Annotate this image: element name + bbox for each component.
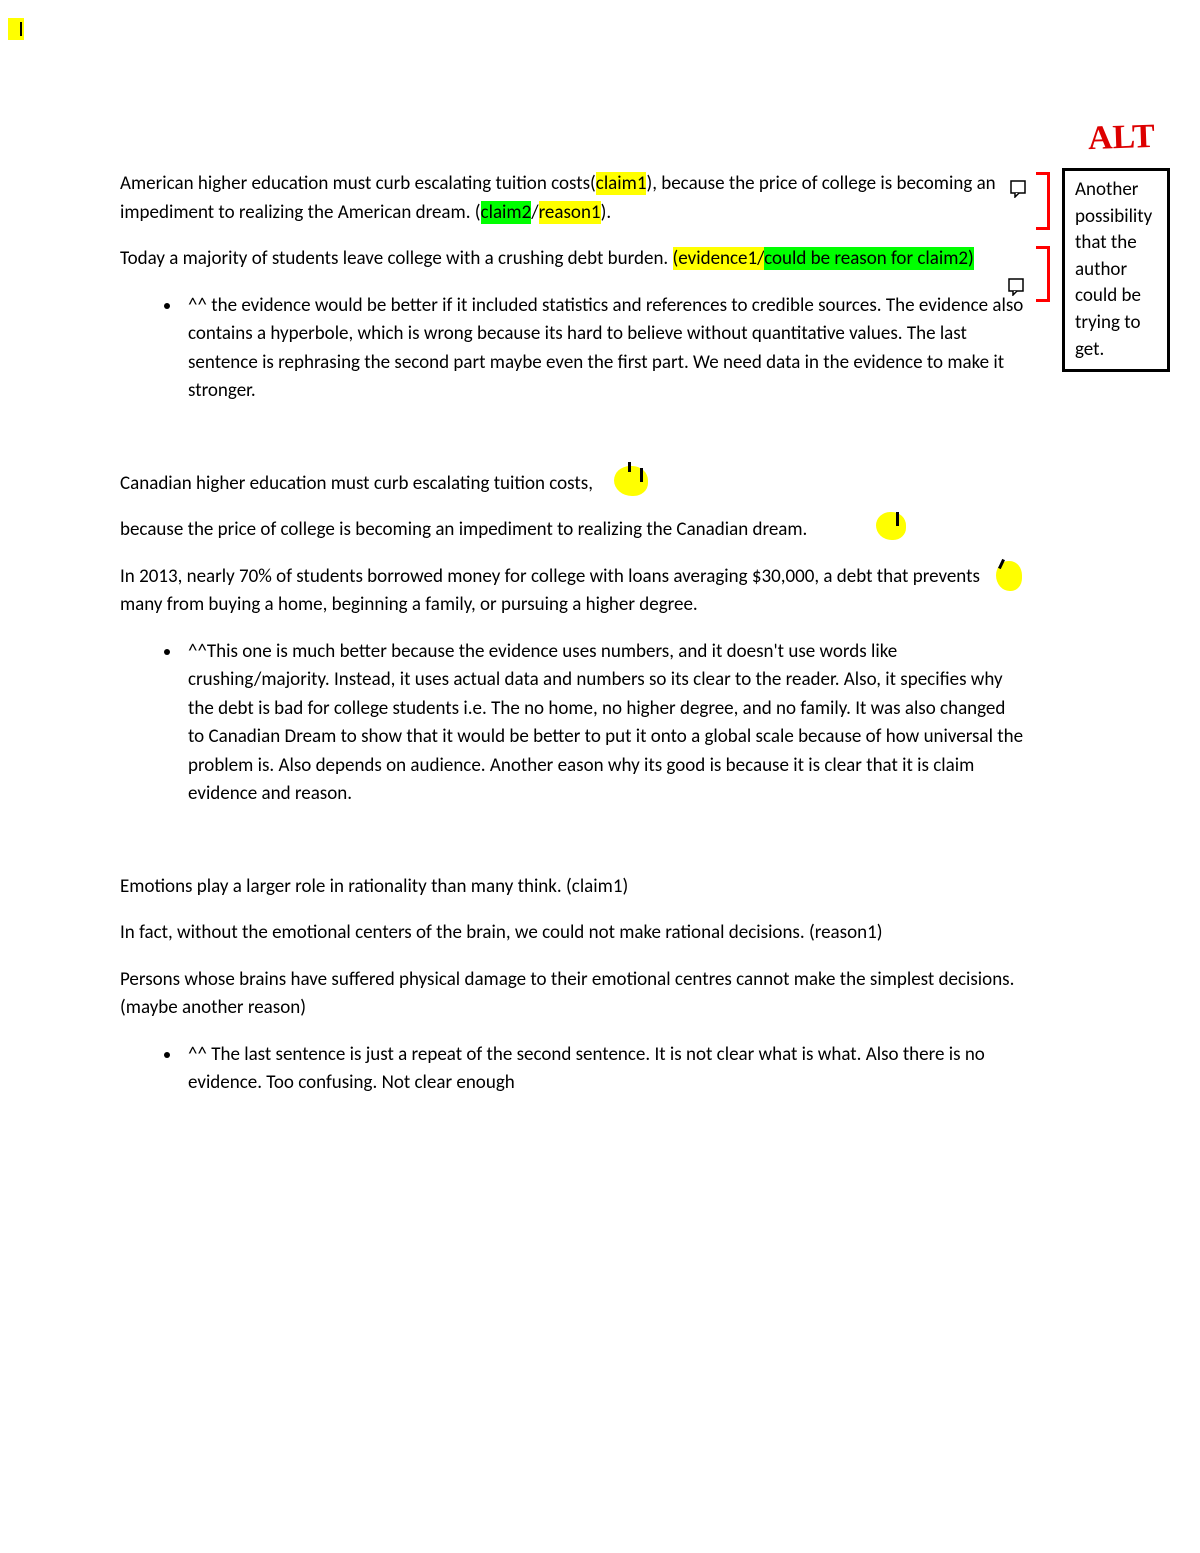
- p2-text-1: Today a majority of students leave colle…: [120, 247, 673, 270]
- paragraph-5: In 2013, nearly 70% of students borrowed…: [120, 563, 1025, 620]
- bullet-3: ^^ The last sentence is just a repeat of…: [182, 1041, 1025, 1098]
- p1-claim1-highlight: claim1: [596, 172, 647, 195]
- bullet-list-3: ^^ The last sentence is just a repeat of…: [120, 1041, 1025, 1098]
- p1-reason1-highlight: reason1: [539, 201, 601, 224]
- paragraph-3: Canadian higher education must curb esca…: [120, 470, 1025, 499]
- document-body: American higher education must curb esca…: [120, 170, 1025, 1128]
- bullet-list-1: ^^ the evidence would be better if it in…: [120, 292, 1025, 406]
- paragraph-6: Emotions play a larger role in rationali…: [120, 873, 1025, 902]
- paragraph-2: Today a majority of students leave colle…: [120, 245, 1025, 274]
- paragraph-1: American higher education must curb esca…: [120, 170, 1025, 227]
- corner-highlight-mark: [8, 18, 24, 40]
- paragraph-7: In fact, without the emotional centers o…: [120, 919, 1025, 948]
- alt-handwritten-label: ALT: [1087, 111, 1156, 164]
- alt-comment-box: Another possibility that the author coul…: [1062, 168, 1170, 372]
- red-bracket-para1: [1036, 172, 1050, 230]
- bullet-list-2: ^^This one is much better because the ev…: [120, 638, 1025, 809]
- bullet-1: ^^ the evidence would be better if it in…: [182, 292, 1025, 406]
- paragraph-8: Persons whose brains have suffered physi…: [120, 966, 1025, 1023]
- yellow-annotation-blob-3: [996, 561, 1022, 591]
- red-bracket-para2: [1036, 246, 1050, 302]
- p2-close: ): [968, 247, 974, 270]
- p1-sep: /: [531, 201, 538, 224]
- p1-text-1: American higher education must curb esca…: [120, 172, 596, 195]
- p2-reason-claim2-highlight: could be reason for claim2: [764, 247, 968, 270]
- alt-box-text: Another possibility that the author coul…: [1075, 178, 1152, 361]
- p1-text-3: ).: [601, 201, 612, 224]
- yellow-annotation-blob-1: [614, 466, 648, 496]
- bullet-2: ^^This one is much better because the ev…: [182, 638, 1025, 809]
- p1-claim2-highlight: claim2: [481, 201, 532, 224]
- yellow-annotation-blob-2: [876, 512, 906, 540]
- p2-evidence1-highlight: evidence1/: [678, 247, 764, 270]
